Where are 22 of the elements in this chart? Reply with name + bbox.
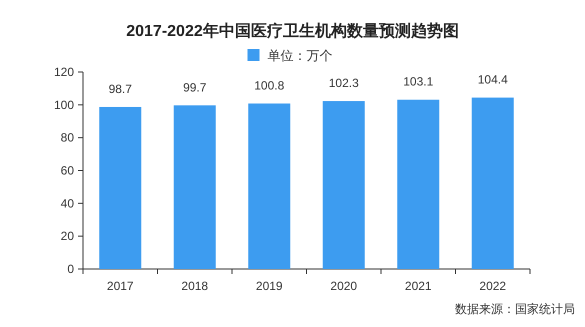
xtick: 2021 — [404, 279, 432, 293]
xtick: 2018 — [181, 279, 208, 293]
ytick: 60 — [60, 164, 74, 178]
data-label: 103.1 — [403, 74, 434, 89]
xtick: 2017 — [106, 279, 134, 293]
data-label: 98.7 — [108, 82, 132, 96]
xtick: 2020 — [330, 279, 358, 293]
data-label: 100.8 — [254, 78, 284, 93]
title: 2017-2022年中国医疗卫生机构数量预测趋势图 — [126, 23, 459, 40]
ytick: 100 — [54, 98, 74, 112]
ytick: 20 — [60, 229, 74, 244]
data-label: 102.3 — [328, 76, 359, 90]
xtick: 2022 — [479, 279, 506, 293]
ytick: 120 — [54, 65, 74, 79]
ytick: 0 — [67, 262, 74, 276]
xtick: 2019 — [256, 279, 283, 293]
annotation: 数据来源：国家统计局 — [455, 302, 575, 316]
ytick: 40 — [60, 196, 74, 210]
legend: 单位：万个 — [268, 48, 332, 63]
ytick: 80 — [60, 130, 74, 145]
data-label: 99.7 — [183, 80, 206, 94]
data-label: 104.4 — [478, 72, 508, 87]
